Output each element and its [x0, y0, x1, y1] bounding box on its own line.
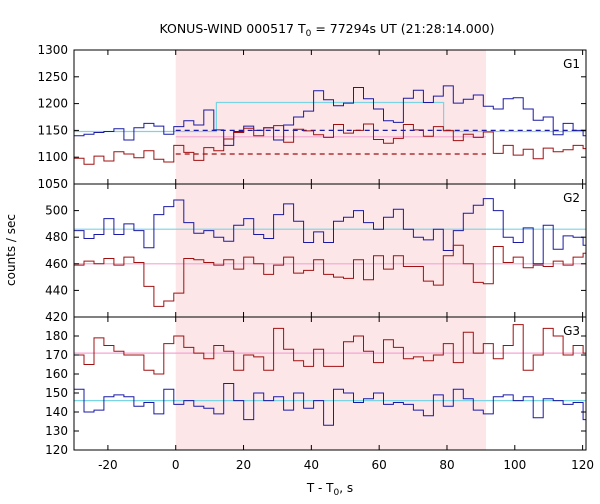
y-tick-label: 420 — [45, 310, 68, 324]
x-tick-label: 0 — [172, 458, 180, 472]
y-axis-label: counts / sec — [4, 214, 18, 286]
panel-label: G1 — [563, 57, 580, 71]
y-tick-label: 1100 — [37, 150, 68, 164]
series-red-g2 — [74, 244, 586, 307]
panel-label: G2 — [563, 191, 580, 205]
x-tick-label: 100 — [503, 458, 526, 472]
y-tick-label: 1200 — [37, 97, 68, 111]
y-tick-label: 180 — [45, 329, 68, 343]
x-axis-label: T - T0, s — [306, 481, 353, 498]
x-tick-label: -20 — [98, 458, 118, 472]
y-tick-label: 130 — [45, 424, 68, 438]
panel-plot-area — [74, 85, 586, 165]
y-tick-label: 480 — [45, 230, 68, 244]
panels-group: 105011001150120012501300G142044046048050… — [37, 43, 594, 472]
panel-plot-area — [74, 198, 586, 307]
highlight-interval — [175, 50, 486, 450]
series-blue-g2 — [74, 198, 586, 265]
y-tick-label: 440 — [45, 283, 68, 297]
y-tick-label: 120 — [45, 443, 68, 457]
y-tick-label: 460 — [45, 257, 68, 271]
x-tick-label: 120 — [571, 458, 594, 472]
x-tick-label: 60 — [372, 458, 387, 472]
series-red-g1 — [74, 123, 586, 165]
panel-g3: 120 130 140 150 160 170 180 G3 — [45, 316, 587, 457]
highlight-layer — [175, 50, 486, 450]
panel-frame — [73, 316, 587, 451]
x-tick-label: 80 — [439, 458, 454, 472]
y-tick-label: 500 — [45, 204, 68, 218]
y-tick-label: 140 — [45, 405, 68, 419]
y-tick-label: 150 — [45, 386, 68, 400]
panel-plot-area — [74, 324, 586, 426]
x-tick-label: 20 — [236, 458, 251, 472]
panel-g2: 420 440 460 480 500 G2 — [45, 183, 587, 324]
y-tick-label: 1250 — [37, 70, 68, 84]
background-level-cyan — [74, 101, 586, 133]
y-tick-label: 1300 — [37, 43, 68, 57]
y-tick-label: 160 — [45, 367, 68, 381]
panel-label: G3 — [563, 324, 580, 338]
chart-title: KONUS-WIND 000517 T0 = 77294s UT (21:28:… — [159, 21, 494, 39]
x-tick-label: 40 — [304, 458, 319, 472]
series-blue-g1 — [74, 85, 586, 146]
y-tick-label: 1150 — [37, 123, 68, 137]
y-tick-label: 170 — [45, 348, 68, 362]
panel-g1: 1050 1100 1150 1200 1250 1300 G1 — [37, 43, 587, 191]
y-tick-label: 1050 — [37, 177, 68, 191]
series-blue-g3 — [74, 383, 586, 426]
series-red-g3 — [74, 324, 586, 375]
